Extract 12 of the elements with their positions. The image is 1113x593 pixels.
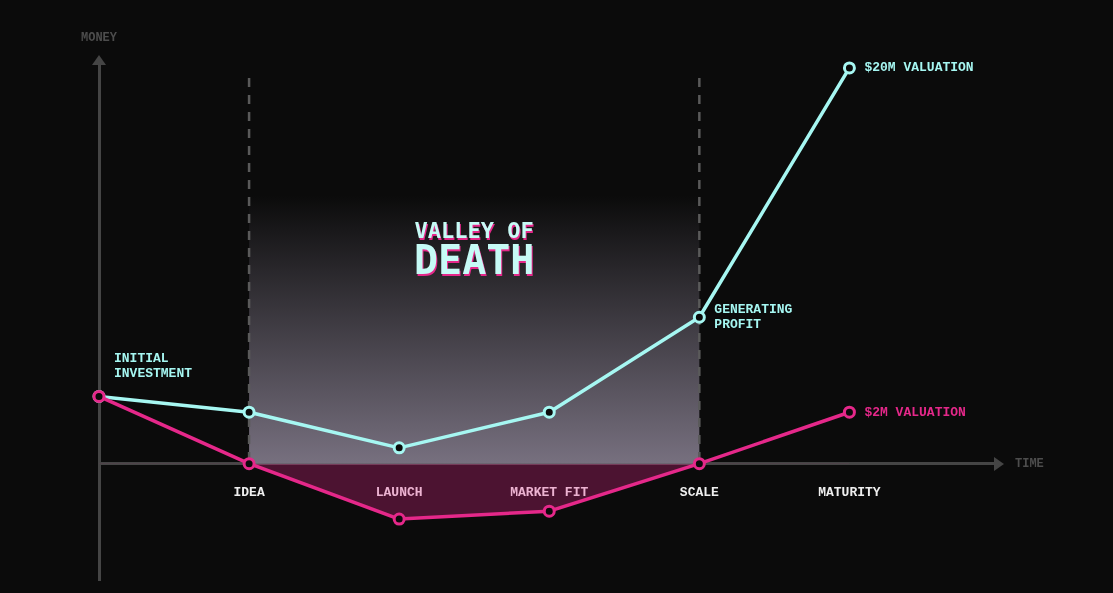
annotation: GENERATING PROFIT — [714, 302, 793, 333]
x-tick-label: MARKET FIT — [510, 484, 589, 500]
x-axis-title: TIME — [1015, 456, 1044, 471]
x-tick-label: MATURITY — [818, 484, 881, 500]
annotation: $20M VALUATION — [864, 60, 974, 76]
annotation: INITIAL INVESTMENT — [114, 350, 193, 381]
x-tick-label: SCALE — [679, 484, 720, 500]
x-tick-label: IDEA — [233, 484, 265, 500]
band-label: VALLEY OF DEATH — [414, 218, 535, 284]
annotation: $2M VALUATION — [864, 404, 966, 420]
x-tick-label: LAUNCH — [375, 484, 423, 500]
y-axis-title: MONEY — [80, 31, 118, 46]
